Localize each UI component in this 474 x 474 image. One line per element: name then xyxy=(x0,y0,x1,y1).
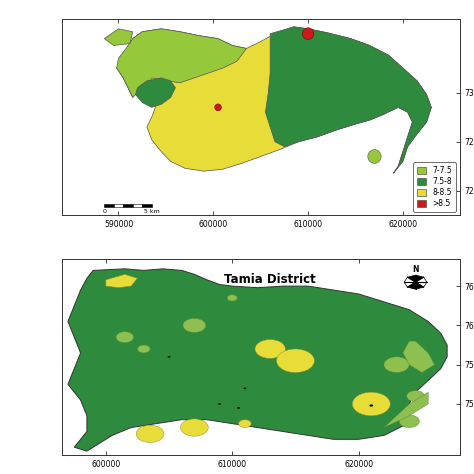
Circle shape xyxy=(352,392,390,416)
Circle shape xyxy=(399,415,419,428)
Circle shape xyxy=(218,403,221,405)
Circle shape xyxy=(238,419,251,428)
Circle shape xyxy=(243,387,246,389)
Circle shape xyxy=(183,319,206,332)
Polygon shape xyxy=(408,282,424,289)
Circle shape xyxy=(215,104,221,111)
Circle shape xyxy=(116,332,134,343)
Bar xyxy=(133,204,142,207)
Circle shape xyxy=(384,357,409,373)
Polygon shape xyxy=(408,275,424,282)
Polygon shape xyxy=(106,274,137,288)
Circle shape xyxy=(237,407,240,409)
Circle shape xyxy=(137,345,150,353)
Text: 5 km: 5 km xyxy=(144,209,160,213)
Polygon shape xyxy=(136,78,175,107)
Circle shape xyxy=(369,404,373,407)
Bar xyxy=(104,204,114,207)
Polygon shape xyxy=(403,341,435,373)
Polygon shape xyxy=(384,392,428,428)
Polygon shape xyxy=(404,277,416,287)
Polygon shape xyxy=(265,27,431,173)
Bar xyxy=(142,204,152,207)
Bar xyxy=(114,204,123,207)
Bar xyxy=(123,204,133,207)
Circle shape xyxy=(368,150,381,164)
Circle shape xyxy=(136,425,164,442)
Circle shape xyxy=(302,28,314,40)
Circle shape xyxy=(167,356,171,358)
Polygon shape xyxy=(416,277,427,287)
Circle shape xyxy=(255,339,285,358)
Polygon shape xyxy=(104,29,133,46)
Legend: 7-7.5, 7.5-8, 8-8.5, >8.5: 7-7.5, 7.5-8, 8-8.5, >8.5 xyxy=(413,162,456,211)
Text: 0: 0 xyxy=(102,209,106,213)
Circle shape xyxy=(227,295,237,301)
Circle shape xyxy=(276,349,314,373)
Circle shape xyxy=(181,419,208,436)
Polygon shape xyxy=(117,29,246,98)
Text: Tamia District: Tamia District xyxy=(224,273,316,286)
Polygon shape xyxy=(117,27,431,173)
Circle shape xyxy=(407,391,424,401)
Text: N: N xyxy=(412,264,419,273)
Polygon shape xyxy=(68,269,447,451)
